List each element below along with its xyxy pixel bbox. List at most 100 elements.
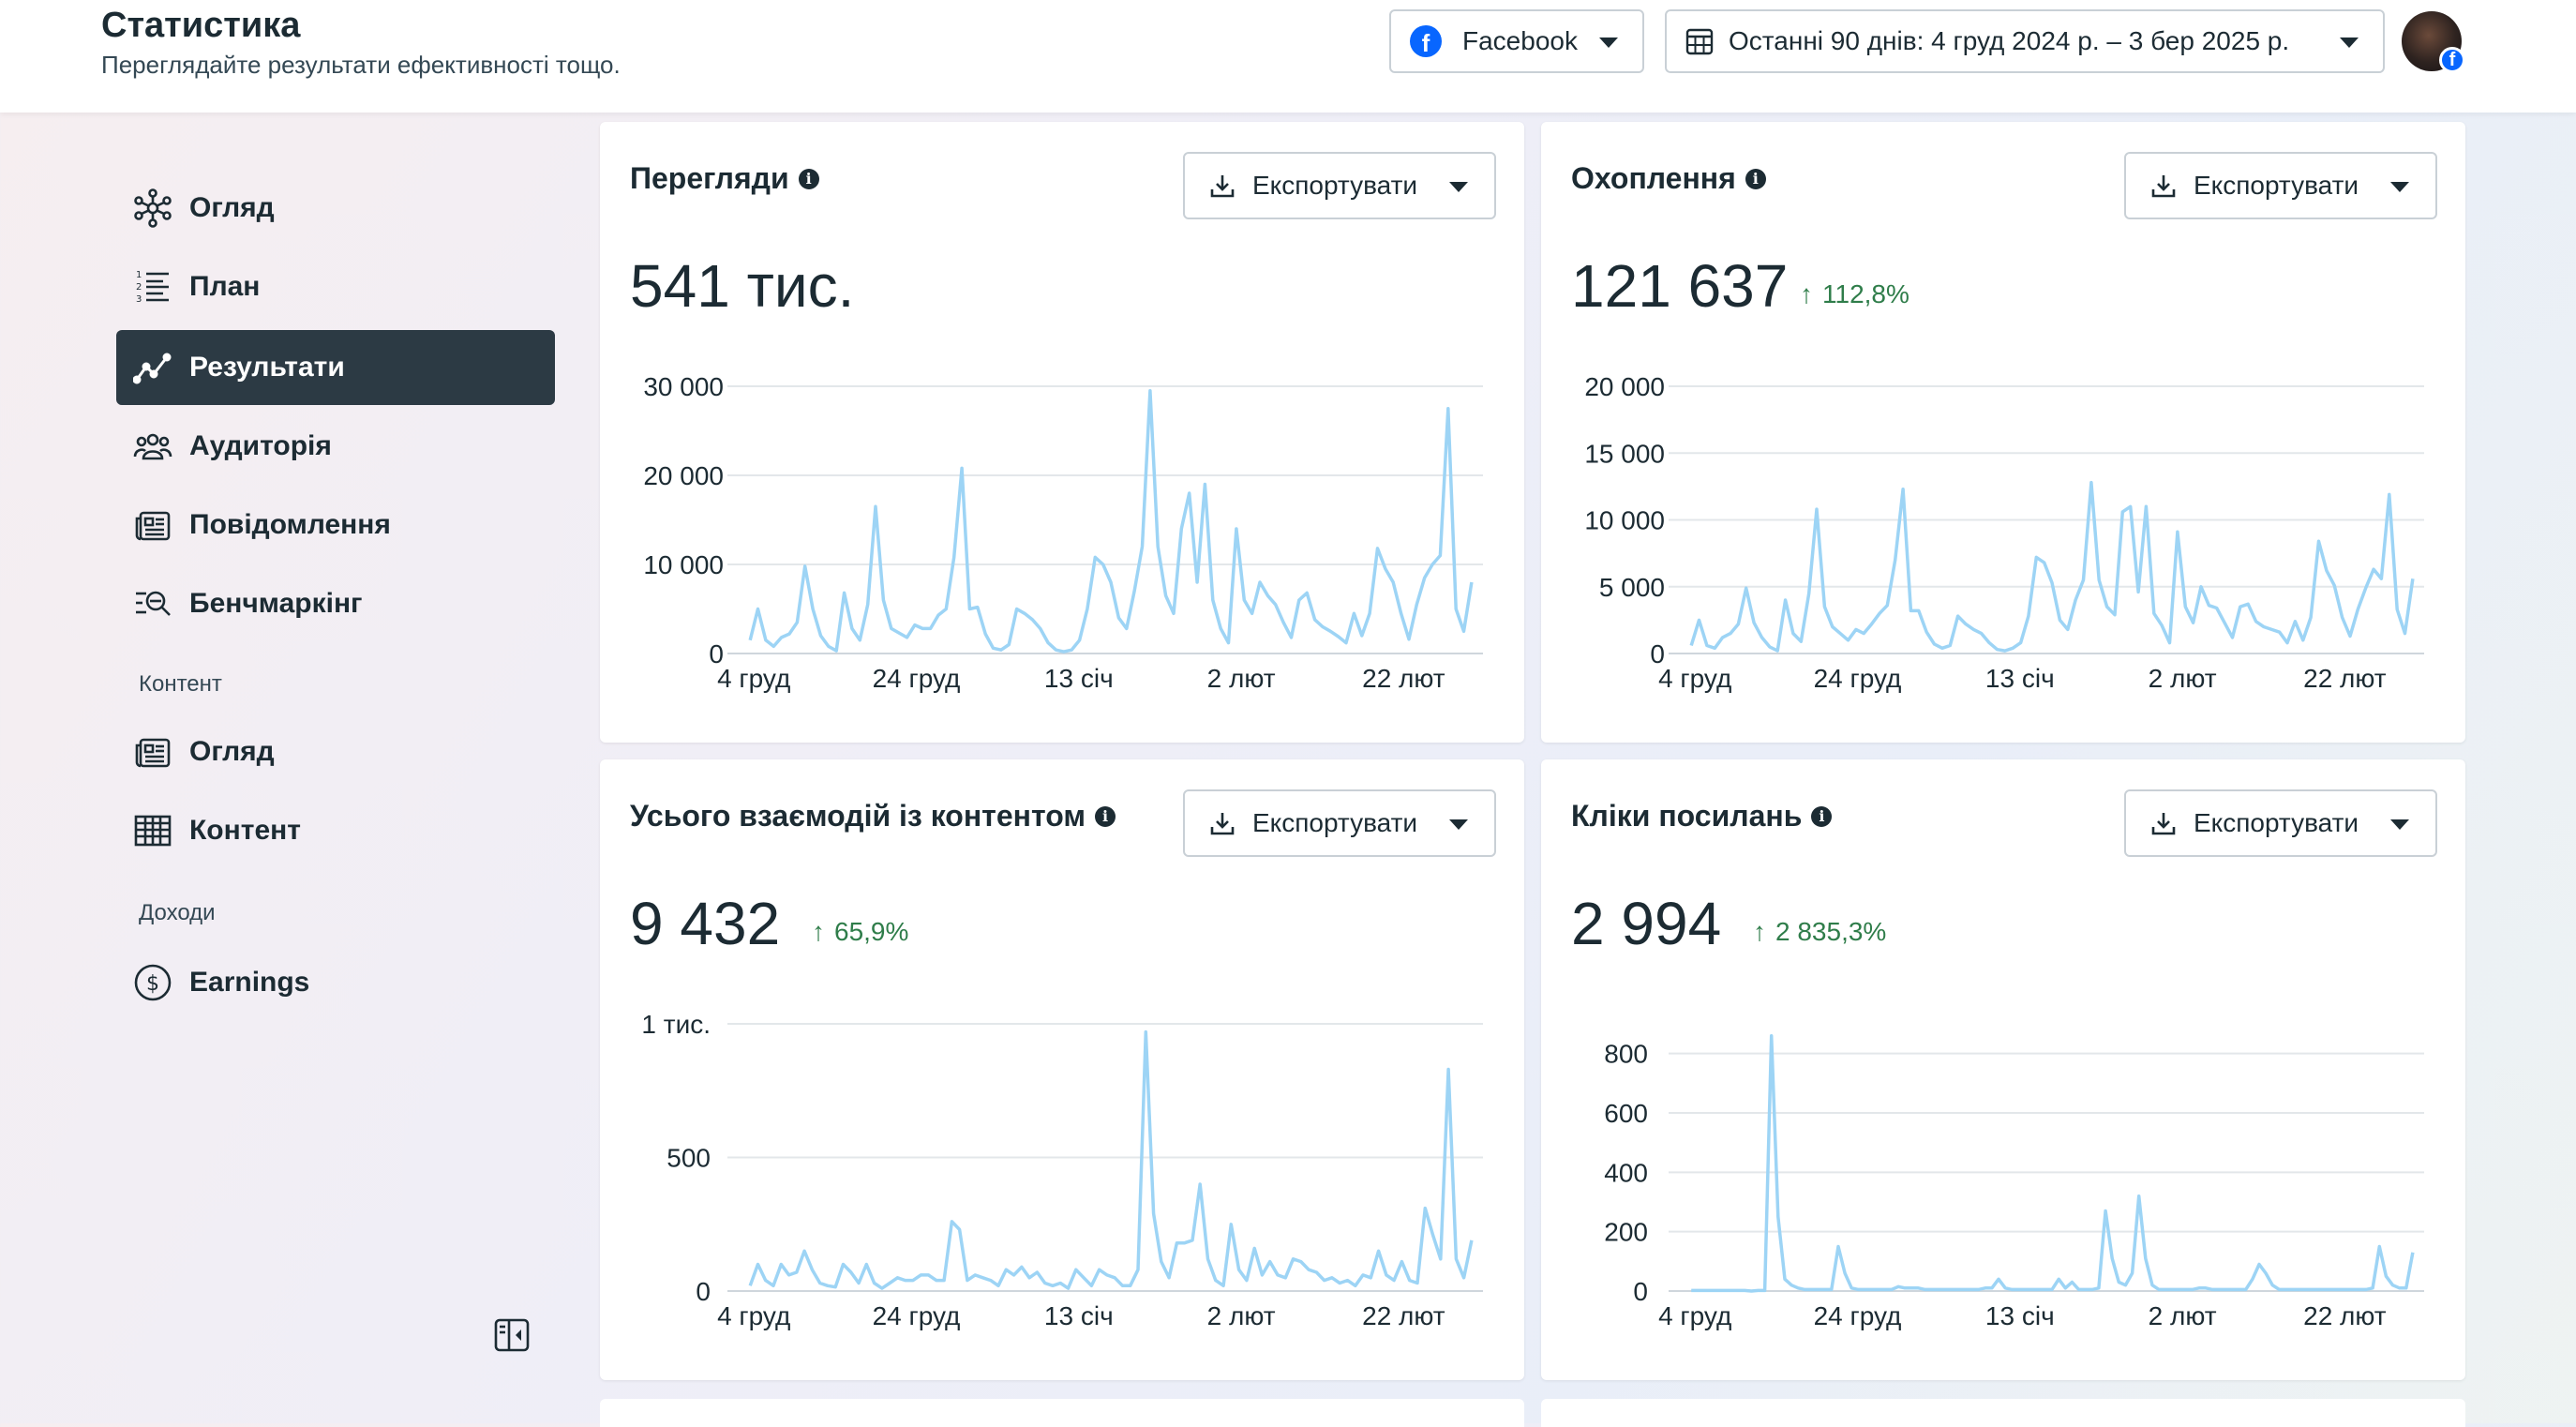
download-icon	[1210, 813, 1235, 835]
series-line	[748, 389, 1474, 653]
sidebar-item-label: Бенчмаркінг	[189, 588, 363, 619]
x-tick-label: 13 січ	[1985, 1301, 2055, 1330]
card-title: Усього взаємодій із контентом	[630, 799, 1086, 833]
y-tick-label: 0	[1650, 639, 1665, 668]
interactions-chart: 0 500 1 тис. 4 груд 24 груд 13 січ 2 лют 22 лют	[641, 1010, 1483, 1330]
x-tick-label: 13 січ	[1044, 1301, 1114, 1330]
svg-text:3: 3	[136, 294, 142, 305]
card-title: Кліки посилань	[1571, 799, 1803, 833]
link-clicks-chart: 0 200 400 600 800 4 груд 24 груд 13 січ 2 лют 22 …	[1604, 1033, 2424, 1330]
card-title: Перегляди	[630, 161, 789, 195]
y-tick-label: 30 000	[643, 372, 724, 401]
sidebar-item-label: Аудиторія	[189, 430, 332, 461]
sidebar-item-plan[interactable]: 1 2 3 План	[116, 249, 555, 324]
x-tick-label: 2 лют	[1207, 1301, 1276, 1330]
metric-value: 541 тис.	[630, 252, 855, 320]
interactions-card: Усього взаємодій із контентом i Експортув…	[600, 759, 1524, 1380]
caret-down-icon	[1599, 38, 1618, 48]
date-range-button[interactable]: Останні 90 днів: 4 груд 2024 р. – 3 бер …	[1665, 9, 2385, 73]
collapse-sidebar-icon[interactable]	[493, 1316, 531, 1354]
y-tick-label: 10 000	[1584, 506, 1665, 535]
platform-selector-button[interactable]: f Facebook	[1389, 9, 1644, 73]
x-tick-label: 4 груд	[717, 664, 790, 693]
sidebar-item-label: Контент	[189, 815, 301, 846]
export-label: Експортувати	[1252, 171, 1418, 200]
audience-icon	[133, 427, 172, 466]
sidebar-item-content[interactable]: Контент	[116, 793, 555, 868]
sidebar-item-benchmarking[interactable]: Бенчмаркінг	[116, 566, 555, 641]
x-tick-label: 22 лют	[2303, 664, 2387, 693]
platform-label: Facebook	[1462, 26, 1578, 55]
x-tick-label: 4 груд	[717, 1301, 790, 1330]
x-tick-label: 24 груд	[873, 664, 961, 693]
y-tick-label: 1 тис.	[641, 1010, 711, 1039]
views-chart: 0 10 000 20 000 30 000 4 груд 24 груд 13 січ 2 …	[643, 372, 1483, 693]
sidebar-item-content-overview[interactable]: Огляд	[116, 714, 555, 789]
metric-delta: ↑ 2 835,3%	[1753, 917, 1886, 947]
caret-down-icon	[2340, 38, 2359, 48]
sidebar-item-label: План	[189, 271, 261, 302]
sidebar-item-label: Earnings	[189, 967, 310, 998]
y-tick-label: 20 000	[643, 461, 724, 490]
x-tick-label: 2 лют	[2149, 664, 2217, 693]
x-tick-label: 4 груд	[1658, 664, 1731, 693]
sidebar-item-messages[interactable]: Повідомлення	[116, 488, 555, 563]
metric-delta: ↑ 112,8%	[1800, 279, 1910, 309]
y-tick-label: 800	[1604, 1040, 1648, 1069]
arrow-up-icon: ↑	[812, 917, 825, 946]
metric-value: 9 432	[630, 890, 781, 957]
x-tick-label: 13 січ	[1044, 664, 1114, 693]
income-section-label: Доходи	[139, 900, 216, 925]
card-title: Охоплення	[1571, 161, 1736, 195]
info-icon[interactable]: i	[798, 168, 819, 189]
caret-down-icon	[2390, 819, 2409, 830]
x-tick-label: 2 лют	[2149, 1301, 2217, 1330]
results-trend-icon	[133, 348, 172, 387]
info-icon[interactable]: i	[1811, 805, 1833, 827]
date-range-label: Останні 90 днів: 4 груд 2024 р. – 3 бер …	[1729, 26, 2290, 55]
export-button[interactable]: Експортувати	[1183, 152, 1496, 219]
info-icon[interactable]: i	[1745, 168, 1766, 189]
sidebar-item-results[interactable]: Результати	[116, 330, 555, 405]
next-card-peek	[1541, 1399, 2465, 1427]
sidebar-item-label: Результати	[189, 352, 345, 383]
y-tick-label: 0	[709, 639, 724, 668]
metric-delta: ↑ 65,9%	[812, 917, 908, 947]
download-icon	[1210, 175, 1235, 198]
metric-value: 2 994	[1571, 890, 1722, 957]
calendar-icon	[1685, 28, 1714, 55]
content-section-label: Контент	[139, 671, 222, 697]
caret-down-icon	[1449, 819, 1468, 830]
export-button[interactable]: Експортувати	[2124, 789, 2437, 857]
page-subtitle: Переглядайте результати ефективності тощ…	[101, 51, 621, 79]
series-line	[1689, 480, 2415, 653]
y-tick-label: 0	[696, 1277, 711, 1306]
sidebar-item-overview[interactable]: Огляд	[116, 171, 555, 246]
x-tick-label: 24 груд	[1814, 1301, 1902, 1330]
export-button[interactable]: Експортувати	[1183, 789, 1496, 857]
export-label: Експортувати	[1252, 808, 1418, 837]
sidebar-item-audience[interactable]: Аудиторія	[116, 409, 555, 484]
export-label: Експортувати	[2194, 808, 2359, 837]
svg-text:1: 1	[136, 270, 142, 280]
facebook-logo-icon: f	[1410, 25, 1442, 57]
top-header: Статистика Переглядайте результати ефект…	[0, 0, 2576, 113]
x-tick-label: 22 лют	[2303, 1301, 2387, 1330]
caret-down-icon	[2390, 182, 2409, 192]
metric-value: 121 637	[1571, 252, 1789, 320]
facebook-badge-icon: f	[2439, 47, 2465, 73]
delta-value: 65,9%	[834, 917, 909, 946]
arrow-up-icon: ↑	[1800, 279, 1813, 308]
reach-card: Охоплення i Експортувати 121 637 ↑ 112,8% …	[1541, 122, 2465, 743]
caret-down-icon	[1449, 182, 1468, 192]
sidebar-item-earnings[interactable]: $ Earnings	[116, 945, 555, 1020]
info-icon[interactable]: i	[1095, 805, 1116, 827]
export-button[interactable]: Експортувати	[2124, 152, 2437, 219]
y-tick-label: 5 000	[1599, 573, 1665, 602]
y-tick-label: 500	[666, 1144, 711, 1173]
download-icon	[2151, 813, 2176, 835]
y-tick-label: 0	[1633, 1277, 1648, 1306]
delta-value: 112,8%	[1822, 279, 1910, 308]
download-icon	[2151, 175, 2176, 198]
series-line	[1691, 1033, 2415, 1293]
